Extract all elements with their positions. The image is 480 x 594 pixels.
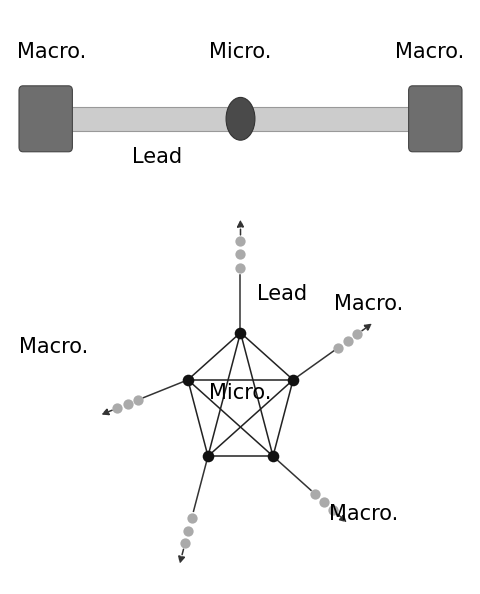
Point <box>204 451 211 461</box>
Point <box>113 403 121 413</box>
Point <box>236 328 244 337</box>
Point <box>288 375 296 384</box>
Text: Macro.: Macro. <box>334 294 403 314</box>
Point <box>320 497 327 507</box>
Text: Lead: Lead <box>257 284 307 304</box>
Point <box>134 395 142 405</box>
Ellipse shape <box>226 97 254 140</box>
Point <box>184 375 192 384</box>
Text: Macro.: Macro. <box>19 337 88 358</box>
Point <box>188 513 195 523</box>
Point <box>343 336 351 346</box>
Text: Macro.: Macro. <box>394 42 463 62</box>
Point <box>328 505 336 515</box>
Point <box>184 526 192 535</box>
FancyBboxPatch shape <box>408 86 461 152</box>
Point <box>236 263 244 273</box>
Text: Lead: Lead <box>132 147 182 168</box>
Text: Macro.: Macro. <box>329 504 398 524</box>
Point <box>123 399 131 409</box>
Text: Micro.: Micro. <box>209 383 271 403</box>
Point <box>181 539 189 548</box>
Point <box>334 343 342 352</box>
Point <box>236 236 244 246</box>
Point <box>269 451 276 461</box>
Text: Micro.: Micro. <box>209 42 271 62</box>
FancyBboxPatch shape <box>19 86 72 152</box>
Bar <box>58 107 422 131</box>
Text: Macro.: Macro. <box>17 42 86 62</box>
Point <box>236 249 244 259</box>
Point <box>311 489 319 499</box>
Point <box>353 329 360 339</box>
